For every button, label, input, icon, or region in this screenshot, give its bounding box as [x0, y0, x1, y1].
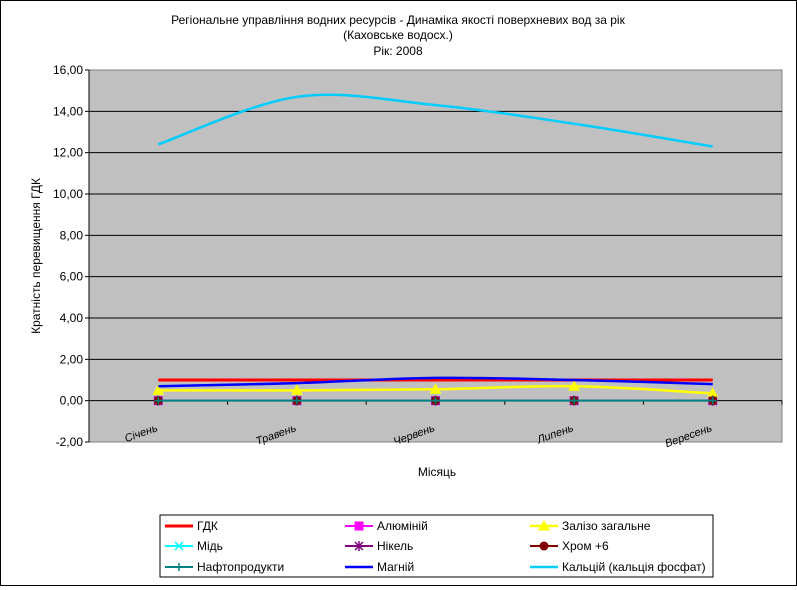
- series-line: [158, 376, 713, 388]
- legend-marker: [174, 541, 184, 551]
- y-tick-label: 2,00: [60, 352, 84, 366]
- legend-label: Алюміній: [377, 519, 428, 533]
- y-tick-label: 8,00: [60, 228, 84, 242]
- legend-marker: [354, 521, 364, 531]
- data-point: [570, 396, 579, 405]
- legend-label: Нафтопродукти: [197, 560, 284, 574]
- y-tick-label: -2,00: [56, 435, 84, 449]
- series-line: [157, 93, 713, 148]
- y-tick-label: 14,00: [53, 104, 83, 118]
- legend-item: Нафтопродукти: [165, 560, 284, 574]
- legend-label: Магній: [377, 560, 414, 574]
- legend-item: Кальцій (кальція фосфат): [530, 560, 706, 574]
- legend: [159, 514, 714, 578]
- legend-item: Алюміній: [345, 519, 428, 533]
- series-2: [152, 380, 719, 398]
- data-point: [431, 396, 440, 405]
- data-point: [708, 396, 717, 405]
- legend-item: Залізо загальне: [530, 519, 651, 533]
- data-point: [154, 396, 163, 405]
- y-tick-label: 12,00: [53, 146, 83, 160]
- legend-marker: [175, 563, 183, 571]
- chart-subtitle: (Каховське водосх.): [343, 28, 453, 42]
- y-tick-label: 10,00: [53, 187, 83, 201]
- data-point: [568, 380, 580, 391]
- data-point: [292, 396, 301, 405]
- legend-item: Нікель: [345, 539, 413, 553]
- data-point: [291, 384, 303, 395]
- legend-label: Хром +6: [562, 539, 609, 553]
- y-axis-ticks: -2,00 0,00 2,00 4,00 6,00 8,00 10,00 12,00 14,00…: [53, 63, 90, 449]
- legend-item: Мідь: [165, 539, 223, 553]
- y-axis-label: Кратність перевищення ГДК: [29, 178, 43, 334]
- legend-item: Магній: [345, 560, 414, 574]
- series-6: [154, 396, 717, 405]
- y-tick-label: 0,00: [60, 394, 84, 408]
- x-axis-label: Місяць: [418, 465, 456, 479]
- y-tick-label: 16,00: [53, 63, 83, 77]
- legend-marker: [354, 541, 364, 551]
- y-tick-label: 4,00: [60, 311, 84, 325]
- series-8: [157, 93, 713, 148]
- legend-entries: ГДК Алюміній Залізо загальне Мідь Нікель Хром…: [165, 519, 706, 574]
- series-group: [152, 93, 719, 406]
- legend-label: Залізо загальне: [562, 519, 651, 533]
- chart-year: Рік: 2008: [373, 44, 423, 58]
- legend-marker: [538, 519, 550, 531]
- chart-title: Регіональне управління водних ресурсів -…: [171, 13, 625, 27]
- y-tick-label: 6,00: [60, 270, 84, 284]
- legend-label: Мідь: [197, 539, 223, 553]
- legend-marker: [539, 541, 549, 551]
- legend-item: Хром +6: [530, 539, 609, 553]
- legend-label: ГДК: [197, 519, 218, 533]
- data-point: [152, 384, 165, 395]
- data-point: [429, 383, 442, 394]
- series-7: [158, 376, 713, 388]
- legend-item: ГДК: [165, 519, 218, 533]
- legend-label: Кальцій (кальція фосфат): [562, 560, 706, 574]
- legend-label: Нікель: [377, 539, 413, 553]
